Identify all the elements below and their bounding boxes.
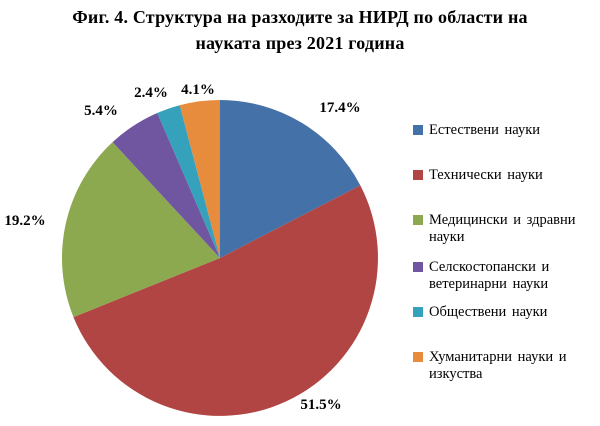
legend: Естествени науки Технически науки Медицинс… (413, 0, 600, 426)
legend-swatch (413, 215, 423, 225)
legend-label: Хуманитарни науки и изкуства (429, 349, 567, 382)
pie-percent-label: 19.2% (4, 213, 45, 229)
legend-item: Медицински и здравни науки (413, 212, 597, 246)
pie-slice-2 (73, 185, 378, 416)
pie-percent-label: 51.5% (300, 397, 341, 413)
pie-percent-label: 17.4% (319, 100, 360, 116)
pie-slice-5 (157, 105, 220, 259)
legend-label: Медицински и здравни науки (429, 212, 576, 245)
pie-percent-label: 5.4% (84, 103, 118, 119)
legend-item: Обществени науки (413, 304, 597, 321)
pie-slice-3 (61, 142, 221, 318)
legend-label: Естествени науки (429, 122, 541, 138)
legend-label: Селскостопански и ветеринарни науки (429, 259, 550, 292)
chart-title-line2: науката през 2021 година (195, 33, 405, 53)
legend-swatch (413, 262, 423, 272)
pie-slice-1 (220, 100, 361, 258)
chart-title-line1: Фиг. 4. Структура на разходите за НИРД п… (72, 7, 528, 27)
legend-item: Естествени науки (413, 122, 597, 139)
legend-item: Селскостопански и ветеринарни науки (413, 259, 597, 293)
legend-swatch (413, 307, 423, 317)
legend-item: Хуманитарни науки и изкуства (413, 349, 597, 383)
legend-label: Обществени науки (429, 304, 548, 320)
legend-swatch (413, 125, 423, 135)
pie-slice-4 (112, 112, 220, 259)
pie-percent-label: 4.1% (181, 82, 215, 98)
pie-percent-label: 2.4% (134, 85, 168, 101)
legend-item: Технически науки (413, 167, 597, 184)
legend-swatch (413, 170, 423, 180)
pie-slice-6 (179, 99, 220, 258)
legend-label: Технически науки (429, 167, 543, 183)
legend-swatch (413, 352, 423, 362)
chart-title: Фиг. 4. Структура на разходите за НИРД п… (0, 4, 600, 56)
